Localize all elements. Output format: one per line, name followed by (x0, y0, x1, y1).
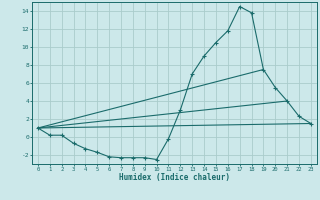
X-axis label: Humidex (Indice chaleur): Humidex (Indice chaleur) (119, 173, 230, 182)
